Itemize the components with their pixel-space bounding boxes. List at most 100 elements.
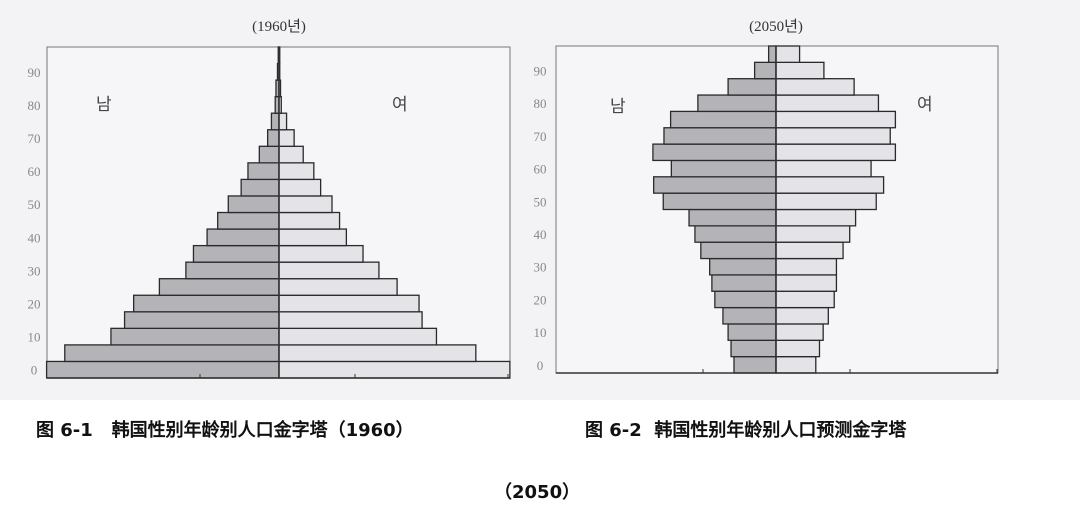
male-bar-age-65	[652, 143, 777, 162]
male-bar-age-45	[217, 211, 280, 230]
female-bar-age-30	[278, 261, 380, 280]
female-bar-age-40	[278, 228, 348, 247]
figure-caption-6-1: 图 6-1 韩国性别年龄别人口金字塔（1960）	[36, 420, 414, 441]
y-tick-label: 0	[537, 358, 544, 373]
female-bar-age-45	[278, 211, 341, 230]
female-bar-age-75	[775, 110, 897, 129]
male-bar-age-35	[700, 241, 777, 260]
female-bar-age-55	[278, 178, 322, 197]
female-bar-age-90	[775, 61, 825, 80]
female-bar-age-55	[775, 176, 885, 194]
female-bar-age-45	[775, 208, 857, 227]
male-bar-age-25	[158, 278, 280, 296]
male-bar-age-70	[663, 127, 777, 145]
male-bar-age-70	[266, 129, 280, 147]
male-bar-age-20	[133, 294, 280, 313]
female-bar-age-60	[278, 162, 315, 181]
y-tick-label: 60	[534, 162, 547, 177]
female-bar-age-40	[775, 225, 851, 243]
population-pyramids: 0 10 20 30 40 50 60 70 80 90 (1960년) 남 여 0 10 20 30 40 50 6…	[0, 0, 1080, 400]
female-bar-age-15	[278, 311, 423, 329]
y-tick-label: 20	[534, 292, 547, 307]
male-bar-age-5	[730, 339, 777, 358]
male-bar-age-30	[185, 261, 280, 280]
male-bar-age-85	[727, 78, 777, 96]
female-bar-age-85	[775, 78, 855, 96]
female-label: 여	[392, 95, 408, 115]
y-tick-label: 0	[31, 363, 38, 378]
male-label: 남	[96, 95, 112, 115]
y-tick-label: 90	[534, 64, 547, 79]
male-bar-age-20	[714, 290, 777, 309]
y-tick-label: 90	[28, 65, 41, 80]
female-bar-age-30	[775, 257, 838, 276]
female-bar-age-10	[278, 327, 438, 346]
male-bar-age-15	[722, 306, 777, 325]
y-tick-label: 40	[28, 230, 41, 245]
female-bar-age-70	[278, 129, 295, 147]
y-tick-label: 60	[28, 164, 41, 179]
y-tick-label: 70	[28, 131, 41, 146]
male-bar-age-15	[123, 311, 280, 329]
female-bar-age-75	[278, 112, 288, 131]
male-bar-age-65	[258, 145, 280, 164]
male-bar-age-95	[767, 45, 777, 64]
male-bar-age-45	[688, 208, 777, 227]
y-tick-label: 30	[534, 260, 547, 275]
male-bar-age-60	[670, 159, 777, 178]
male-bar-age-5	[64, 344, 280, 363]
female-bar-age-10	[775, 323, 824, 341]
pyramid-chart-2: 0 10 20 30 40 50 60 70 80 90 (2050년) 남 여	[534, 18, 999, 374]
male-bar-age-10	[727, 323, 777, 341]
male-bar-age-80	[697, 94, 777, 113]
male-bar-age-40	[694, 225, 777, 243]
male-bar-age-35	[192, 244, 280, 263]
y-tick-label: 30	[28, 263, 41, 278]
male-bar-age-25	[711, 274, 777, 292]
y-tick-label: 50	[534, 194, 547, 209]
female-bar-age-95	[775, 45, 801, 64]
female-bar-age-80	[775, 94, 880, 113]
male-bar-age-0	[733, 355, 777, 374]
female-bar-age-0	[775, 355, 817, 374]
female-bar-age-70	[775, 127, 891, 145]
y-tick-label: 80	[28, 98, 41, 113]
male-bar-age-30	[709, 257, 777, 276]
male-bar-age-90	[753, 61, 777, 80]
female-bar-age-25	[775, 274, 838, 292]
male-label: 남	[610, 97, 626, 117]
female-bar-age-35	[775, 241, 844, 260]
female-label: 여	[917, 95, 933, 115]
female-bar-age-25	[278, 278, 398, 296]
male-bar-age-60	[247, 162, 280, 181]
male-bar-age-55	[240, 178, 280, 197]
male-bar-age-10	[110, 327, 280, 346]
y-tick-label: 10	[28, 330, 41, 345]
y-tick-label: 80	[534, 96, 547, 111]
female-bar-age-20	[278, 294, 420, 313]
male-bar-age-50	[662, 192, 777, 211]
male-bar-age-55	[653, 176, 777, 194]
male-bar-age-0	[45, 360, 280, 379]
y-tick-label: 40	[534, 227, 547, 242]
female-bar-age-65	[278, 145, 304, 164]
female-bar-age-5	[278, 344, 477, 363]
y-tick-label: 50	[28, 197, 41, 212]
male-bar-age-40	[206, 228, 280, 247]
y-tick-label: 10	[534, 325, 547, 340]
male-bar-age-50	[227, 195, 280, 214]
pyramid-chart-1: 0 10 20 30 40 50 60 70 80 90 (1960년) 남 여	[28, 18, 511, 379]
y-tick-label: 70	[534, 129, 547, 144]
y-tick-label: 20	[28, 297, 41, 312]
chart-title: (2050년)	[749, 18, 803, 35]
female-bar-age-35	[278, 244, 364, 263]
female-bar-age-60	[775, 159, 872, 178]
female-bar-age-0	[278, 360, 511, 379]
male-bar-age-75	[270, 112, 280, 131]
female-bar-age-50	[775, 192, 877, 211]
figure-caption-6-2-year: （2050）	[494, 482, 581, 503]
female-bar-age-65	[775, 143, 897, 162]
male-bar-age-75	[669, 110, 777, 129]
female-bar-age-15	[775, 306, 829, 325]
female-bar-age-5	[775, 339, 821, 358]
